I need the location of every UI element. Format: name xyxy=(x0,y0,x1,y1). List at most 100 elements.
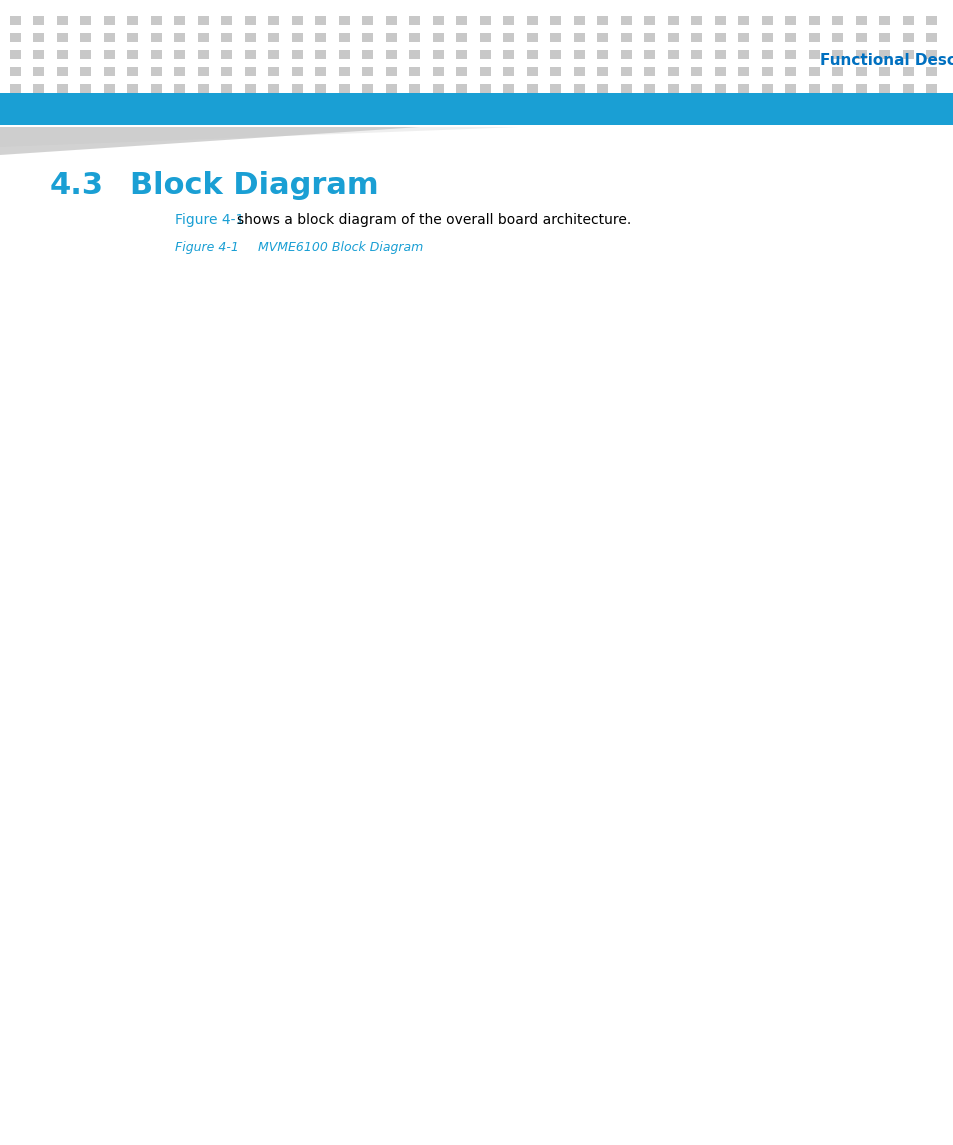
Bar xyxy=(128,33,138,42)
Bar xyxy=(268,33,279,42)
Bar xyxy=(902,101,913,110)
Bar xyxy=(902,50,913,60)
Bar xyxy=(104,50,115,60)
Bar xyxy=(104,16,115,25)
Bar xyxy=(784,68,796,76)
Bar xyxy=(691,101,701,110)
Bar xyxy=(10,68,21,76)
Bar xyxy=(526,50,537,60)
Bar xyxy=(174,33,185,42)
Bar xyxy=(433,84,443,93)
Bar xyxy=(784,50,796,60)
Bar xyxy=(80,101,91,110)
Bar xyxy=(104,84,115,93)
Bar xyxy=(10,33,21,42)
Bar xyxy=(761,68,772,76)
Bar xyxy=(57,68,68,76)
Bar xyxy=(620,16,631,25)
Bar xyxy=(691,33,701,42)
Bar xyxy=(315,68,326,76)
Bar xyxy=(80,33,91,42)
Bar xyxy=(456,33,467,42)
Bar xyxy=(479,84,491,93)
Bar xyxy=(503,84,514,93)
Bar xyxy=(808,33,820,42)
Bar xyxy=(714,68,725,76)
Bar xyxy=(198,84,209,93)
Bar xyxy=(925,84,937,93)
Bar xyxy=(855,101,866,110)
Bar xyxy=(808,16,820,25)
Bar xyxy=(550,16,561,25)
Bar xyxy=(128,50,138,60)
Bar xyxy=(10,16,21,25)
Bar xyxy=(784,101,796,110)
Bar xyxy=(245,50,255,60)
Bar xyxy=(808,68,820,76)
Bar xyxy=(245,16,255,25)
Bar xyxy=(292,101,303,110)
Bar xyxy=(174,16,185,25)
Bar xyxy=(386,101,396,110)
Bar xyxy=(245,68,255,76)
Bar xyxy=(151,101,162,110)
Bar xyxy=(338,68,350,76)
Bar xyxy=(386,33,396,42)
Bar xyxy=(925,16,937,25)
Bar xyxy=(386,16,396,25)
Bar xyxy=(198,50,209,60)
Bar xyxy=(456,16,467,25)
Bar xyxy=(362,33,374,42)
Bar xyxy=(456,68,467,76)
Bar xyxy=(33,101,45,110)
Bar xyxy=(738,68,749,76)
Bar xyxy=(338,101,350,110)
Bar xyxy=(808,84,820,93)
Bar xyxy=(433,68,443,76)
Bar xyxy=(338,50,350,60)
Text: MVME6100 Block Diagram: MVME6100 Block Diagram xyxy=(257,240,423,253)
Bar xyxy=(714,84,725,93)
Bar xyxy=(902,84,913,93)
Bar xyxy=(315,50,326,60)
Bar xyxy=(738,33,749,42)
Polygon shape xyxy=(0,127,419,155)
Bar xyxy=(644,50,655,60)
Bar xyxy=(832,101,842,110)
Bar xyxy=(644,33,655,42)
Bar xyxy=(597,68,608,76)
Bar xyxy=(221,50,233,60)
Bar xyxy=(620,50,631,60)
Bar xyxy=(151,68,162,76)
Bar xyxy=(128,84,138,93)
Bar xyxy=(644,101,655,110)
Bar xyxy=(104,101,115,110)
Text: shows a block diagram of the overall board architecture.: shows a block diagram of the overall boa… xyxy=(236,213,631,227)
Bar xyxy=(245,33,255,42)
Bar xyxy=(526,33,537,42)
Bar xyxy=(855,84,866,93)
Bar xyxy=(268,16,279,25)
Bar xyxy=(198,16,209,25)
Bar xyxy=(456,101,467,110)
Bar xyxy=(526,68,537,76)
Bar xyxy=(409,68,420,76)
Bar xyxy=(174,50,185,60)
Bar xyxy=(386,50,396,60)
Bar xyxy=(691,50,701,60)
Bar xyxy=(808,50,820,60)
Bar xyxy=(550,33,561,42)
Bar xyxy=(57,101,68,110)
Bar xyxy=(409,33,420,42)
Bar xyxy=(667,84,679,93)
Bar xyxy=(221,33,233,42)
Bar xyxy=(174,68,185,76)
Bar xyxy=(714,16,725,25)
Bar xyxy=(221,16,233,25)
Bar xyxy=(761,84,772,93)
Bar xyxy=(597,16,608,25)
Bar xyxy=(315,16,326,25)
Bar xyxy=(362,68,374,76)
Bar xyxy=(456,50,467,60)
Bar xyxy=(879,50,889,60)
